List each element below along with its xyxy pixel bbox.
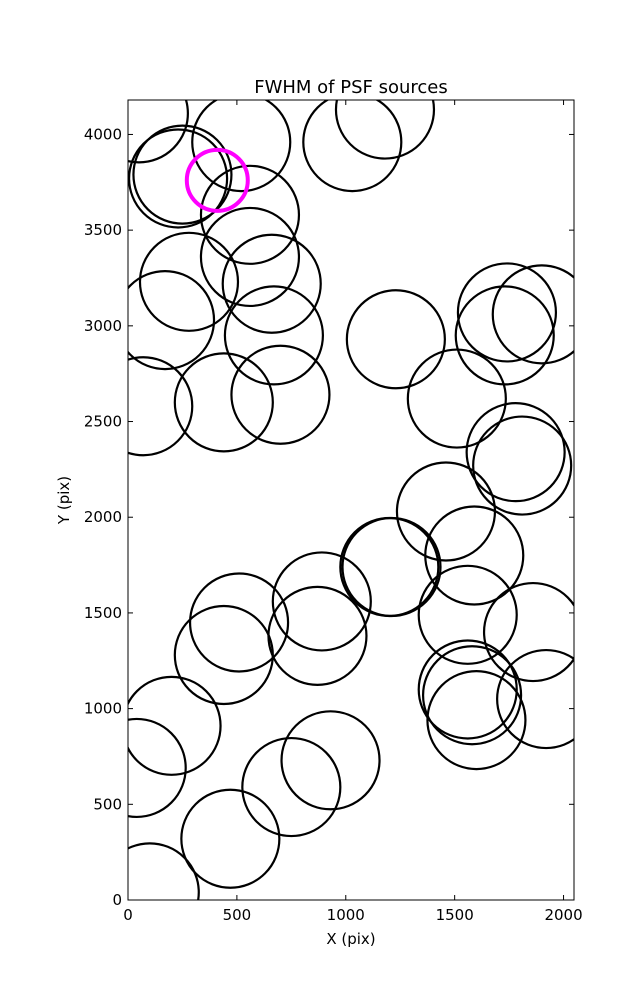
- psf-source-circle: [271, 551, 372, 652]
- x-axis-label: X (pix): [326, 930, 375, 948]
- y-tick-label: 0: [112, 891, 122, 909]
- x-tick-label: 2000: [544, 906, 582, 924]
- chart-title: FWHM of PSF sources: [254, 77, 448, 98]
- x-tick-label: 0: [123, 906, 133, 924]
- psf-source-circle: [302, 100, 403, 193]
- psf-source-circle: [128, 100, 189, 164]
- plot-frame: [127, 99, 575, 901]
- psf-source-circle: [230, 344, 331, 445]
- psf-source-circle: [465, 402, 566, 503]
- psf-source-circle: [345, 289, 446, 390]
- psf-source-circle: [173, 604, 274, 706]
- psf-source-circle: [421, 645, 523, 746]
- psf-source-circle: [128, 842, 200, 900]
- psf-source-circle: [128, 270, 216, 371]
- psf-source-circle: [491, 264, 574, 365]
- x-tick-label: 1500: [436, 906, 474, 924]
- y-tick-label: 1500: [84, 604, 122, 622]
- psf-source-circle: [132, 124, 233, 225]
- psf-source-circle: [221, 233, 322, 334]
- psf-source-circle: [188, 572, 290, 673]
- psf-source-circle: [199, 206, 301, 308]
- y-tick-label: 4000: [84, 125, 122, 143]
- psf-source-circle: [223, 285, 325, 386]
- psf-source-circle: [424, 505, 525, 606]
- psf-source-circle: [128, 356, 194, 457]
- psf-source-circle: [406, 348, 507, 449]
- y-tick-label: 3000: [84, 317, 122, 335]
- psf-source-circle: [128, 717, 187, 819]
- psf-source-circle: [180, 788, 281, 889]
- psf-source-circle: [128, 128, 229, 229]
- psf-source-circle: [241, 736, 342, 838]
- axes: 0 500 1000 1500 2000 0 500 1000 1500 2000 2500 3000…: [84, 100, 583, 924]
- psf-source-circle: [334, 100, 436, 160]
- psf-source-circle: [417, 564, 518, 665]
- y-tick-label: 500: [93, 795, 122, 813]
- y-tick-label: 2500: [84, 413, 122, 431]
- psf-source-circle: [138, 231, 240, 332]
- psf-source-circle: [341, 516, 442, 618]
- psf-source-circle: [482, 581, 574, 683]
- y-tick-label: 2000: [84, 508, 122, 526]
- y-tick-label: 3500: [84, 221, 122, 239]
- psf-source-circle: [395, 461, 497, 562]
- psf-source-circle: [456, 262, 558, 363]
- psf-source-circle: [128, 675, 222, 776]
- highlighted-source-circle: [184, 147, 250, 213]
- y-axis-label: Y (pix): [55, 476, 73, 525]
- psf-source-circle: [472, 415, 573, 516]
- psf-source-circle: [496, 648, 574, 750]
- psf-source-circle: [280, 710, 381, 811]
- psf-source-circle: [426, 669, 527, 771]
- psf-source-circle: [173, 352, 274, 453]
- x-tick-label: 1000: [327, 906, 365, 924]
- psf-source-circle: [417, 639, 518, 740]
- x-tick-label: 500: [223, 906, 252, 924]
- psf-source-circle: [454, 285, 555, 386]
- psf-source-circle: [191, 100, 292, 193]
- psf-source-circle: [199, 164, 301, 265]
- plot-area: [128, 100, 574, 900]
- y-tick-label: 1000: [84, 700, 122, 718]
